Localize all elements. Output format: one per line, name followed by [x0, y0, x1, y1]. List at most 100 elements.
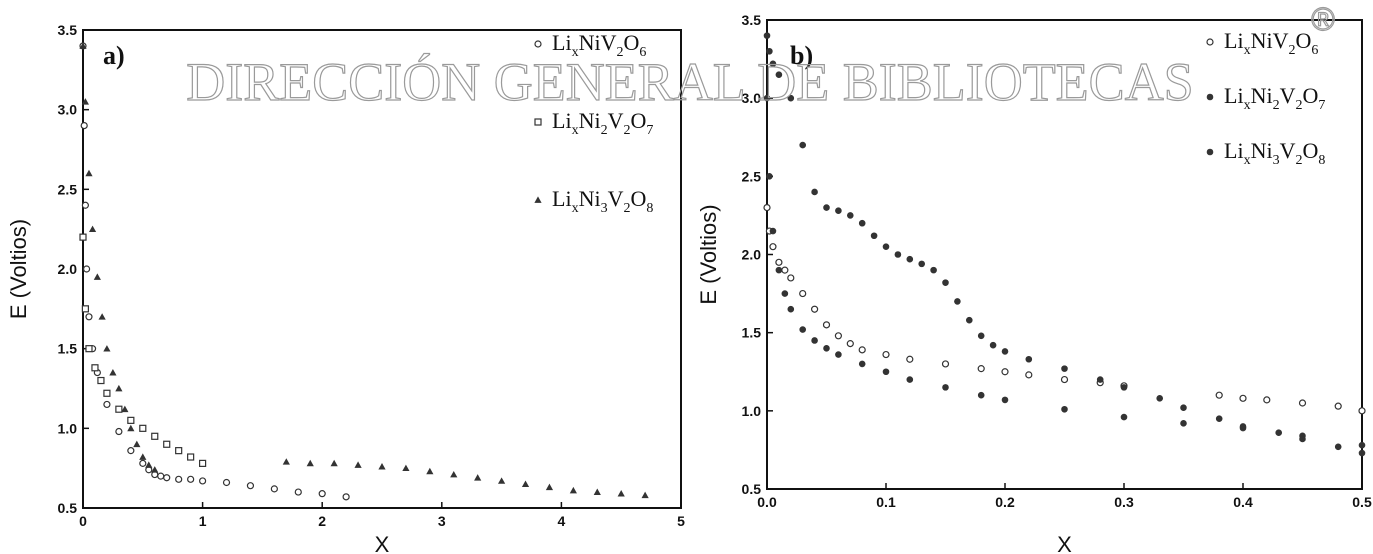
data-point	[1061, 365, 1068, 372]
data-point	[763, 204, 771, 212]
x-tick-label: 3	[438, 513, 446, 529]
data-point	[85, 169, 93, 177]
data-point	[977, 365, 985, 373]
data-point	[906, 355, 914, 363]
data-point	[882, 243, 890, 250]
y-tick-label: 1.5	[742, 325, 762, 341]
data-point	[823, 344, 830, 352]
series-3	[763, 32, 1366, 457]
data-point	[799, 289, 807, 298]
data-point	[858, 360, 866, 368]
chart-panel-b: 0.0 0.1 0.2 0.3 0.4 0.5 0.5 1.0 1.5 2.0 2.5 3.0 3.5 X…	[696, 12, 1372, 554]
x-axis-label: X	[1057, 532, 1072, 554]
data-point	[766, 47, 773, 55]
data-point	[787, 305, 795, 313]
data-point	[175, 447, 183, 455]
data-point	[354, 461, 362, 468]
data-point	[1180, 420, 1187, 427]
data-point	[139, 459, 147, 467]
data-point	[810, 305, 819, 313]
data-point	[294, 488, 302, 496]
data-point	[1299, 435, 1306, 443]
data-point	[330, 459, 338, 467]
data-point	[1334, 443, 1342, 451]
data-point	[139, 424, 147, 432]
data-point	[1060, 375, 1069, 384]
x-tick-label: 0.1	[876, 494, 896, 510]
y-tick-label: 2.5	[742, 168, 762, 184]
data-point	[906, 255, 914, 263]
x-tick-label: 0.5	[1352, 494, 1372, 510]
data-point	[151, 432, 159, 440]
data-point	[787, 274, 795, 282]
data-point	[1025, 355, 1033, 363]
legend-label: LixNi2V2O7	[1224, 83, 1325, 113]
data-point	[151, 466, 159, 473]
data-point	[121, 405, 129, 413]
data-point	[91, 364, 99, 372]
legend-marker	[534, 118, 542, 126]
data-point	[811, 188, 818, 196]
series-3	[79, 42, 649, 499]
data-point	[199, 477, 207, 485]
data-point	[85, 345, 93, 353]
data-point	[977, 332, 985, 340]
data-point	[103, 400, 111, 409]
data-point	[1239, 394, 1247, 402]
data-point	[1275, 429, 1282, 437]
x-tick-label: 0.0	[757, 494, 777, 510]
data-point	[858, 219, 866, 227]
data-point	[641, 491, 649, 499]
data-point	[906, 376, 914, 383]
data-point	[246, 482, 255, 490]
data-point	[93, 273, 101, 280]
data-point	[270, 485, 278, 493]
legend-label: LixNi3V2O8	[1224, 138, 1325, 168]
data-point	[127, 424, 135, 432]
watermark-text: DIRECCIÓN GENERAL DE BIBLIOTECAS	[186, 52, 1193, 112]
data-point	[977, 391, 985, 399]
data-point	[450, 470, 458, 478]
legend-marker	[1206, 38, 1214, 46]
data-point	[1334, 402, 1342, 410]
data-point	[787, 94, 795, 102]
legend-label: LixNiV2O6	[552, 30, 646, 60]
data-point	[781, 290, 789, 297]
y-tick-label: 3.0	[58, 102, 78, 118]
y-tick-label: 2.5	[58, 181, 78, 197]
series-2	[79, 233, 207, 467]
data-point	[781, 266, 789, 274]
data-point	[175, 475, 183, 483]
data-point	[822, 321, 831, 329]
data-point	[222, 478, 231, 487]
data-point	[882, 350, 890, 359]
data-point	[163, 474, 171, 482]
data-point	[942, 384, 949, 391]
data-point	[775, 71, 783, 79]
series-2	[763, 94, 1366, 449]
data-point	[1025, 371, 1033, 379]
data-point	[811, 337, 818, 344]
data-point	[834, 332, 843, 340]
data-point	[306, 459, 314, 467]
data-point	[133, 440, 141, 448]
legend-marker	[534, 40, 542, 48]
x-tick-label: 5	[677, 513, 685, 529]
data-point	[1180, 404, 1187, 412]
data-point	[1358, 441, 1366, 449]
y-tick-label: 3.5	[58, 22, 78, 38]
y-tick-label: 0.5	[58, 500, 78, 516]
data-point	[1120, 413, 1128, 421]
data-point	[569, 486, 577, 494]
data-point	[941, 360, 950, 368]
x-tick-label: 4	[558, 513, 566, 529]
data-point	[145, 461, 153, 468]
data-point	[199, 459, 207, 467]
x-axis-label: X	[375, 532, 390, 554]
chart-panel-a: 0 1 2 3 4 5 0.5 1.0 1.5 2.0 2.5 3.0 3.5 X E (Voltios) a…	[6, 22, 685, 554]
y-tick-label: 3.0	[742, 90, 762, 106]
x-tick-label: 0.4	[1233, 494, 1253, 510]
data-point	[823, 204, 830, 211]
data-point	[846, 340, 854, 348]
